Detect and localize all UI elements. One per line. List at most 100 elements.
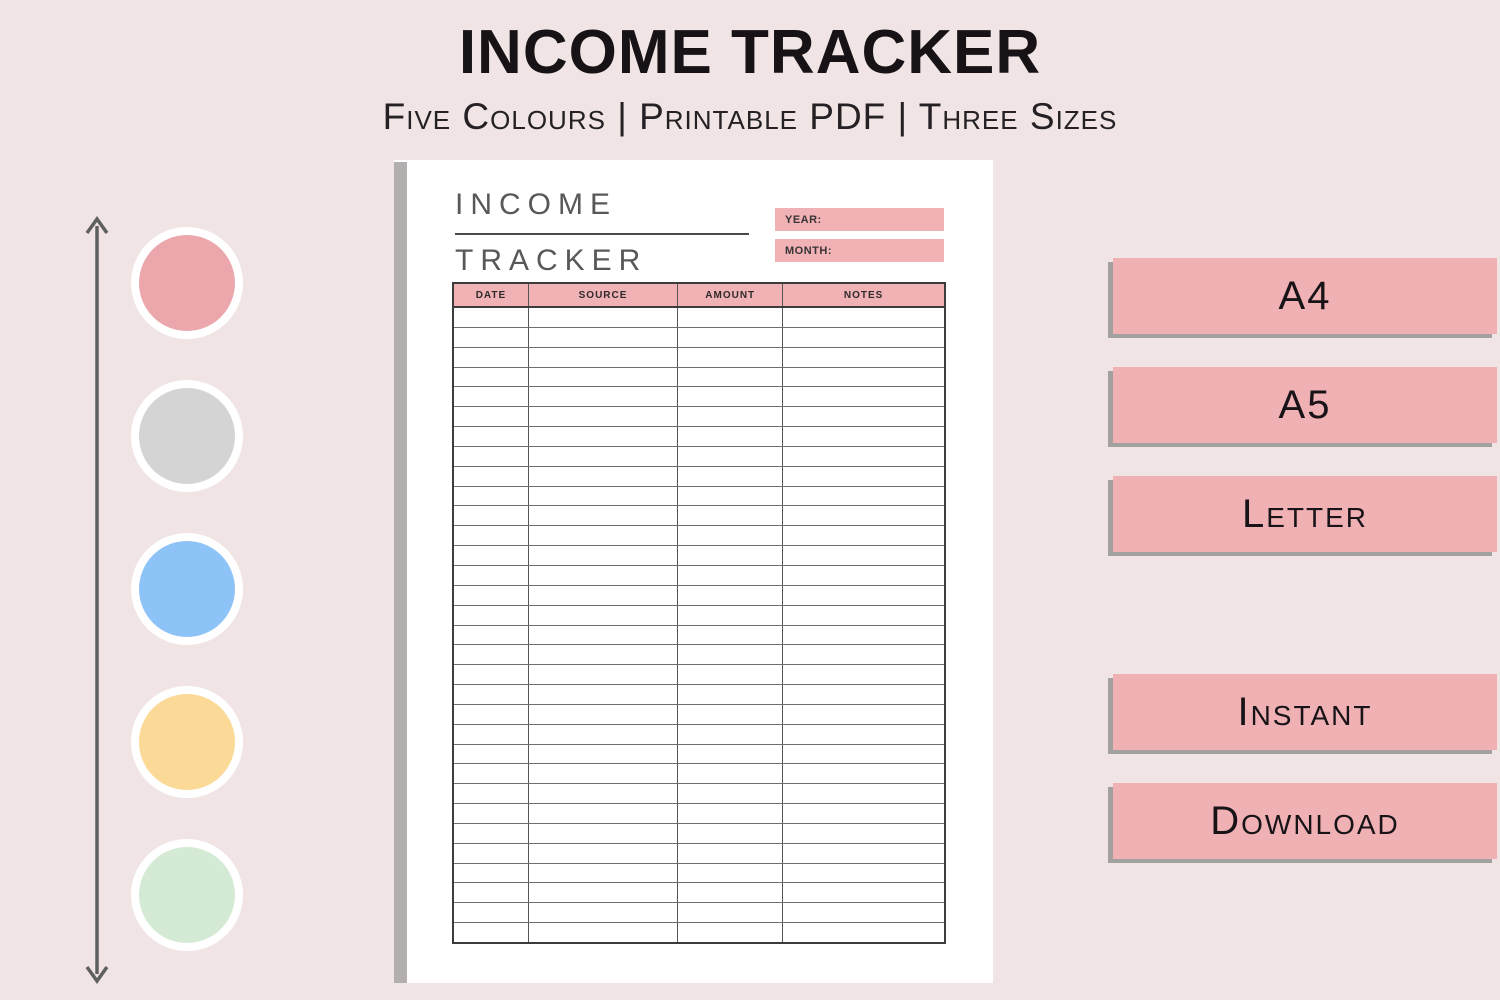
table-cell [782, 784, 944, 804]
table-row [454, 862, 944, 883]
document-heading-line2: TRACKER [455, 244, 648, 277]
table-cell [782, 625, 944, 645]
table-cell [527, 526, 677, 546]
table-row [454, 664, 944, 685]
year-field-label: YEAR: [785, 213, 822, 226]
size-option-letter-button[interactable]: Letter [1113, 476, 1497, 552]
table-cell [677, 605, 782, 625]
size-option-a5-button[interactable]: A5 [1113, 367, 1497, 443]
table-row [454, 882, 944, 903]
table-cell [454, 368, 528, 387]
table-cell [454, 824, 528, 843]
table-cell [677, 308, 782, 327]
table-cell [782, 863, 944, 883]
table-cell [677, 685, 782, 704]
colour-swatch-green[interactable] [131, 839, 243, 951]
download-badge-button[interactable]: Download [1113, 783, 1497, 859]
month-field-label: MONTH: [785, 244, 832, 257]
table-cell [782, 446, 944, 466]
column-header-notes: NOTES [782, 284, 944, 306]
table-cell [782, 308, 944, 327]
table-cell [454, 387, 528, 406]
table-cell [677, 665, 782, 685]
table-cell [454, 665, 528, 684]
table-cell [527, 565, 677, 585]
table-row [454, 644, 944, 665]
table-cell [527, 724, 677, 744]
table-cell [527, 585, 677, 605]
table-cell [677, 387, 782, 407]
colour-swatch-blue[interactable] [131, 533, 243, 645]
table-cell [782, 367, 944, 387]
column-header-date: DATE [475, 289, 507, 301]
column-header-amount: AMOUNT [677, 284, 782, 306]
table-row [454, 902, 944, 923]
table-cell [527, 744, 677, 764]
table-cell [677, 843, 782, 863]
table-cell [677, 585, 782, 605]
table-row [454, 505, 944, 526]
table-cell [782, 645, 944, 665]
table-cell [527, 506, 677, 526]
table-cell [782, 585, 944, 605]
size-option-a4-button[interactable]: A4 [1113, 258, 1497, 334]
table-row [454, 445, 944, 466]
table-cell [677, 724, 782, 744]
table-cell [527, 308, 677, 327]
table-cell [454, 308, 528, 327]
table-cell [677, 526, 782, 546]
table-row [454, 386, 944, 407]
income-table: DATE SOURCE AMOUNT NOTES [452, 282, 946, 944]
table-cell [527, 446, 677, 466]
table-cell [527, 466, 677, 486]
table-cell [782, 407, 944, 427]
table-cell [782, 724, 944, 744]
table-cell [782, 486, 944, 506]
table-cell [782, 546, 944, 565]
table-cell [527, 863, 677, 883]
table-cell [454, 864, 528, 883]
table-row [454, 922, 944, 942]
colour-swatch-pink[interactable] [131, 227, 243, 339]
table-cell [527, 367, 677, 387]
table-cell [782, 387, 944, 407]
table-cell [527, 764, 677, 784]
table-cell [782, 347, 944, 367]
document-heading: INCOME TRACKER [455, 188, 749, 278]
table-cell [677, 863, 782, 883]
table-cell [454, 804, 528, 823]
instant-badge-button[interactable]: Instant [1113, 674, 1497, 750]
table-cell [677, 407, 782, 427]
table-cell [527, 486, 677, 506]
page-subtitle: Five Colours | Printable PDF | Three Siz… [382, 96, 1118, 137]
table-cell [527, 823, 677, 843]
table-cell [782, 744, 944, 764]
table-cell [454, 923, 528, 942]
table-cell [677, 466, 782, 486]
table-row [454, 604, 944, 625]
table-cell [454, 764, 528, 783]
table-cell [677, 427, 782, 446]
table-cell [677, 625, 782, 645]
table-cell [527, 407, 677, 427]
colour-swatch-gray[interactable] [131, 380, 243, 492]
colour-swatch-yellow[interactable] [131, 686, 243, 798]
table-row [454, 564, 944, 585]
table-cell [677, 923, 782, 942]
table-cell [782, 823, 944, 843]
table-row [454, 842, 944, 863]
month-field: MONTH: [775, 239, 944, 262]
table-cell [782, 704, 944, 724]
table-cell [454, 705, 528, 724]
table-cell [527, 883, 677, 903]
page-title: INCOME TRACKER [458, 18, 1042, 87]
table-cell [677, 804, 782, 823]
table-cell [677, 645, 782, 665]
table-cell [527, 903, 677, 923]
table-row [454, 406, 944, 427]
table-cell [782, 804, 944, 823]
table-cell [527, 427, 677, 446]
document-heading-line1: INCOME [455, 188, 617, 221]
table-cell [527, 327, 677, 347]
table-cell [454, 348, 528, 367]
